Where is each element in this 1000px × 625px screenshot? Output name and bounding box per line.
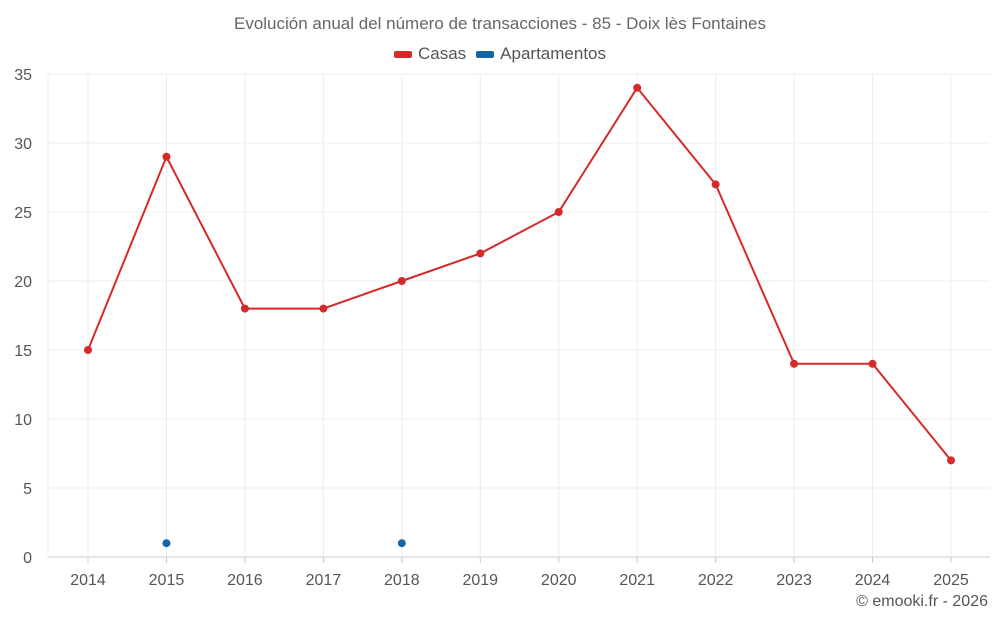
legend-swatch-casas	[393, 50, 412, 58]
x-tick-label: 2019	[462, 572, 498, 589]
y-tick-label: 35	[14, 67, 32, 84]
data-point-casas[interactable]	[711, 180, 720, 189]
x-tick-label: 2021	[619, 572, 655, 589]
data-point-casas[interactable]	[84, 346, 92, 354]
x-tick-label: 2020	[541, 572, 577, 589]
legend-label-casas: Casas	[417, 44, 467, 63]
data-point-casas[interactable]	[476, 249, 485, 258]
x-tick-label: 2015	[149, 572, 185, 589]
data-point-casas[interactable]	[162, 152, 171, 161]
legend-item-apartamentos[interactable]: Apartamentos	[476, 44, 606, 64]
chart-title: Evolución anual del número de transaccio…	[233, 14, 766, 33]
y-tick-label: 25	[14, 205, 32, 222]
legend-swatch-apartamentos	[476, 50, 495, 58]
x-tick-label: 2025	[933, 572, 969, 589]
data-point-casas[interactable]	[947, 456, 955, 465]
y-tick-label: 0	[23, 550, 32, 567]
x-tick-label: 2017	[306, 572, 342, 589]
legend-item-casas[interactable]: Casas	[393, 44, 467, 64]
y-tick-label: 20	[14, 274, 32, 291]
x-tick-label: 2023	[776, 572, 812, 589]
data-point-casas[interactable]	[790, 359, 799, 368]
data-point-casas[interactable]	[868, 359, 877, 368]
x-tick-label: 2024	[855, 572, 891, 589]
x-tick-label: 2018	[384, 572, 420, 589]
x-tick-label: 2016	[227, 572, 263, 589]
legend: Casas Apartamentos	[0, 44, 1000, 64]
data-point-casas[interactable]	[240, 304, 249, 313]
y-tick-label: 10	[14, 412, 32, 429]
y-tick-label: 30	[14, 136, 32, 153]
data-point-apartamentos[interactable]	[162, 539, 171, 548]
y-tick-label: 5	[23, 481, 32, 498]
y-tick-label: 15	[14, 343, 32, 360]
series-line-casas	[87, 86, 952, 462]
data-point-apartamentos[interactable]	[397, 539, 406, 548]
data-point-casas[interactable]	[397, 277, 406, 285]
x-tick-label: 2022	[698, 572, 734, 589]
data-point-casas[interactable]	[319, 304, 328, 313]
data-point-casas[interactable]	[554, 208, 563, 216]
legend-label-apartamentos: Apartamentos	[500, 44, 607, 63]
data-point-casas[interactable]	[633, 83, 642, 92]
credit-text: © emooki.fr - 2026	[856, 593, 988, 610]
x-tick-label: 2014	[70, 572, 106, 589]
